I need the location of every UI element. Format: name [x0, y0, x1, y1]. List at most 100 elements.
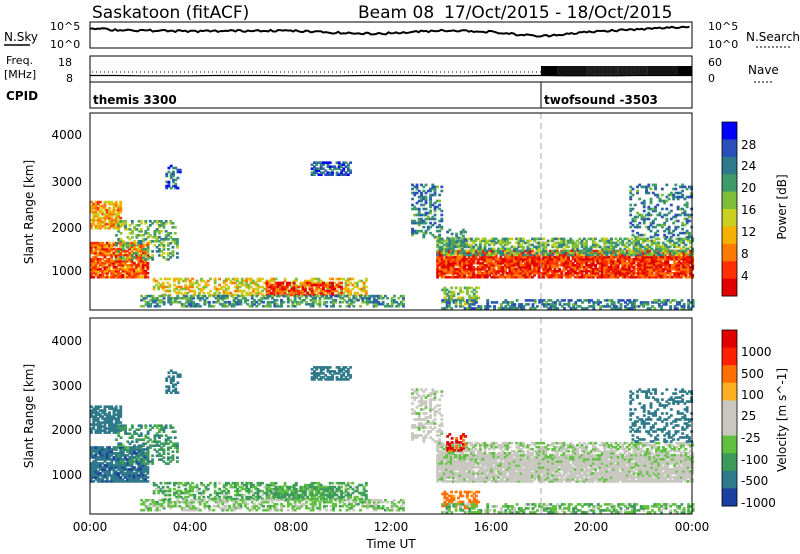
power-cell [445, 253, 449, 257]
power-cell [151, 298, 155, 302]
power-cell [521, 275, 525, 279]
power-cell [165, 186, 169, 190]
power-cell [443, 290, 447, 294]
power-cell [454, 286, 458, 290]
power-cell [614, 251, 618, 255]
power-cell [676, 233, 680, 237]
power-cell [219, 296, 223, 300]
power-cell [436, 255, 440, 259]
power-cell [402, 304, 405, 308]
power-cell [632, 273, 636, 277]
power-cell [689, 259, 692, 263]
power-cell [99, 273, 102, 277]
power-cell [569, 253, 573, 257]
power-cell [114, 269, 118, 273]
power-cell [463, 257, 467, 261]
power-cell [436, 265, 440, 269]
power-cell [447, 305, 451, 308]
velocity-cell [105, 405, 109, 408]
power-cell [646, 257, 649, 261]
power-cell [578, 249, 582, 253]
power-cell [315, 171, 319, 175]
power-cell [655, 249, 658, 253]
power-cell [438, 267, 442, 271]
power-cell [237, 294, 241, 298]
power-cell [517, 275, 521, 279]
power-cell [655, 275, 658, 279]
power-cell [555, 257, 559, 261]
power-cell [688, 185, 691, 189]
power-cell [637, 257, 640, 261]
power-cell [628, 239, 631, 243]
power-cell [479, 271, 482, 275]
power-cell [501, 237, 505, 241]
power-cell [521, 239, 525, 243]
power-cell [167, 234, 170, 237]
power-cell [326, 171, 330, 175]
power-cell [141, 261, 145, 265]
power-cell [672, 197, 676, 201]
velocity-cell [108, 405, 111, 408]
power-cell [578, 255, 582, 259]
power-cell [689, 265, 692, 269]
power-cell [533, 251, 537, 255]
power-cell [324, 289, 328, 293]
power-cell [526, 275, 530, 279]
power-cell [142, 234, 146, 237]
power-cell [517, 261, 521, 265]
power-cell [344, 285, 348, 289]
power-cell [292, 279, 296, 283]
power-cell [668, 263, 672, 267]
power-cell [256, 291, 260, 295]
power-cell [673, 263, 677, 267]
power-cell [664, 237, 668, 241]
power-cell [468, 294, 472, 298]
power-cell [668, 257, 672, 261]
power-cell [345, 294, 349, 298]
power-cell [274, 281, 278, 285]
power-cell [141, 269, 145, 273]
power-cell [161, 285, 165, 289]
power-cell [108, 222, 111, 226]
power-cell [564, 251, 568, 255]
power-cell [497, 247, 500, 251]
power-cell [587, 257, 591, 261]
power-cell [623, 273, 627, 277]
power-cell [344, 289, 348, 293]
power-cell [470, 275, 473, 279]
power-cell [315, 281, 319, 285]
power-cell [243, 283, 246, 287]
power-cell [185, 294, 189, 298]
power-cell [96, 273, 100, 277]
power-cell [146, 232, 150, 235]
power-cell [135, 236, 139, 239]
power-cell [331, 291, 334, 295]
power-cell [512, 267, 516, 271]
power-cell [440, 247, 444, 251]
power-cell [470, 255, 473, 259]
power-cell [599, 307, 603, 310]
power-cell [319, 283, 323, 287]
power-cell [472, 267, 476, 271]
power-cell [542, 263, 546, 267]
power-cell [117, 241, 120, 245]
power-cell [458, 273, 462, 277]
power-cell [397, 304, 401, 308]
power-cell [267, 291, 271, 295]
power-cell [228, 300, 232, 304]
power-cell [130, 248, 134, 251]
power-cell [585, 251, 588, 255]
power-cell [677, 267, 681, 271]
power-cell [295, 302, 299, 306]
power-cell [667, 211, 671, 215]
power-colorbar-swatch [722, 226, 737, 245]
power-cell [651, 301, 654, 304]
power-cell [270, 277, 273, 281]
power-cell [637, 247, 640, 251]
power-cell [165, 174, 169, 178]
power-cell [99, 261, 102, 265]
power-cell [508, 241, 512, 245]
power-cell [185, 300, 189, 304]
power-cell [636, 185, 639, 189]
power-cell [580, 263, 584, 267]
